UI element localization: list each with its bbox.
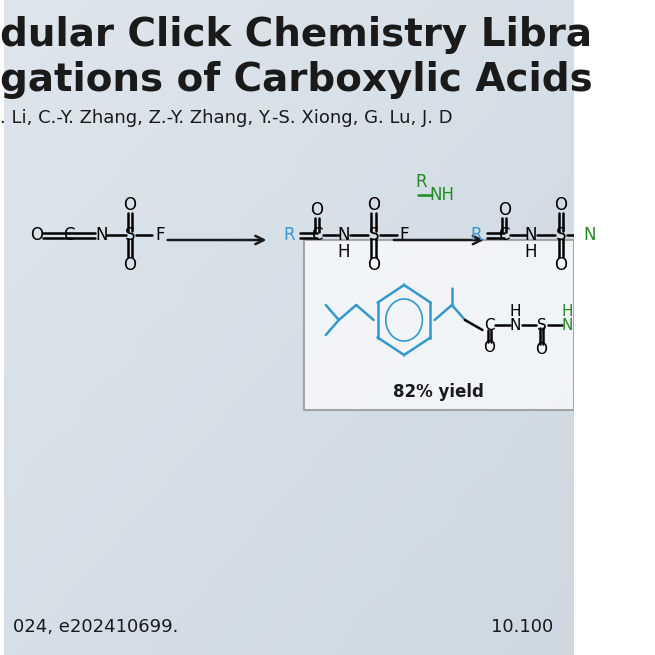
Text: . Li, C.-Y. Zhang, Z.-Y. Zhang, Y.-S. Xiong, G. Lu, J. D: . Li, C.-Y. Zhang, Z.-Y. Zhang, Y.-S. Xi… <box>0 109 452 127</box>
Text: 82% yield: 82% yield <box>394 383 484 401</box>
Text: O: O <box>554 256 567 274</box>
Text: C: C <box>311 226 323 244</box>
Text: R: R <box>470 226 482 244</box>
Text: H: H <box>524 243 536 261</box>
Text: O: O <box>124 196 136 214</box>
Text: N: N <box>337 226 349 244</box>
Text: H: H <box>337 243 349 261</box>
Text: O: O <box>367 196 380 214</box>
Bar <box>304 240 574 410</box>
Text: O: O <box>310 201 324 219</box>
Text: S: S <box>536 318 546 333</box>
Text: O: O <box>367 256 380 274</box>
Text: O: O <box>554 196 567 214</box>
Text: N: N <box>583 226 595 244</box>
Text: N: N <box>562 318 573 333</box>
Text: F: F <box>156 226 165 244</box>
Text: S: S <box>555 226 566 244</box>
Text: R: R <box>416 173 427 191</box>
Text: dular Click Chemistry Libra: dular Click Chemistry Libra <box>0 16 591 54</box>
Text: 10.100: 10.100 <box>491 618 553 636</box>
Text: H: H <box>562 305 573 320</box>
Text: C: C <box>498 226 510 244</box>
Text: N: N <box>524 226 536 244</box>
Text: O: O <box>498 201 511 219</box>
Text: H: H <box>510 305 521 320</box>
Text: N: N <box>95 226 107 244</box>
Text: O: O <box>483 341 495 356</box>
Text: C: C <box>484 318 495 333</box>
Text: 024, e202410699.: 024, e202410699. <box>12 618 178 636</box>
Text: O: O <box>30 226 43 244</box>
Text: S: S <box>368 226 379 244</box>
Text: gations of Carboxylic Acids: gations of Carboxylic Acids <box>0 61 592 99</box>
Text: O: O <box>536 343 548 358</box>
Text: N: N <box>510 318 521 333</box>
Text: R: R <box>284 226 295 244</box>
Text: NH: NH <box>430 186 455 204</box>
Text: F: F <box>400 226 409 244</box>
Text: O: O <box>124 256 136 274</box>
Text: S: S <box>125 226 136 244</box>
Text: C: C <box>64 226 75 244</box>
